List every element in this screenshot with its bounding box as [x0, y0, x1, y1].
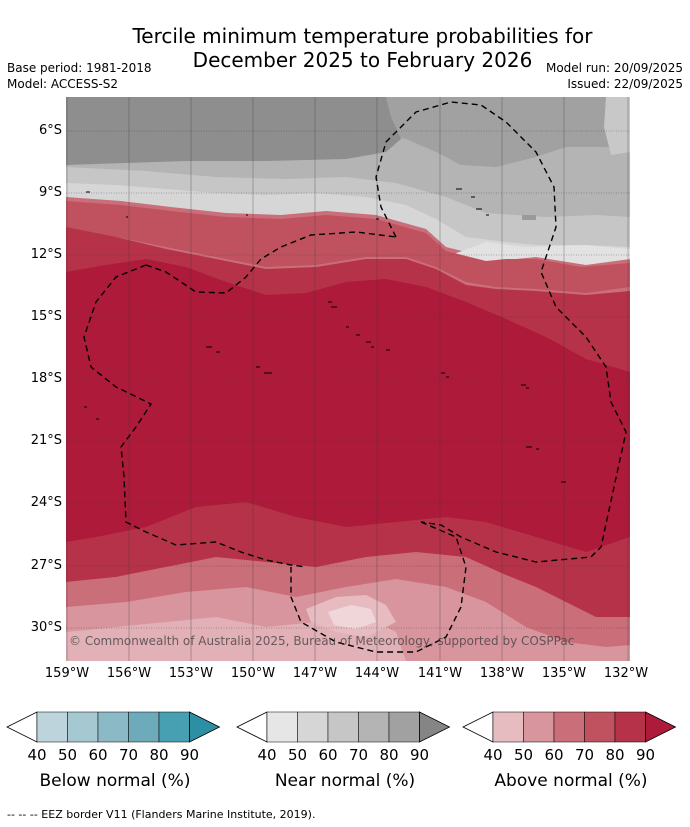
eez-borders — [83, 101, 627, 653]
colorbar-below-tick-40: 40 — [27, 746, 47, 764]
legend-title-near: Near normal (%) — [274, 771, 416, 791]
model-name: Model: ACCESS-S2 — [7, 77, 119, 91]
colorbar-above-bin-50 — [523, 711, 555, 743]
lat-label-9s: 9°S — [38, 185, 62, 200]
colorbar-below-bin-70 — [128, 711, 160, 743]
lat-label-18s: 18°S — [30, 371, 62, 386]
colorbar-below-tick-80: 80 — [149, 746, 169, 764]
colorbar-near-tick-40: 40 — [257, 746, 277, 764]
colorbar-near-tick-50: 50 — [287, 746, 308, 764]
colorbar-above-bin-40 — [492, 711, 524, 743]
legend-title-above: Above normal (%) — [494, 771, 648, 791]
lon-label-153w: 153°W — [168, 666, 214, 681]
colorbar-near-bin-50 — [297, 711, 329, 743]
colorbar-above-upper-extension — [645, 711, 677, 743]
lon-label-150w: 150°W — [230, 666, 276, 681]
colorbar-below-tick-90: 90 — [179, 746, 200, 764]
lat-label-6s: 6°S — [38, 123, 62, 138]
colorbar-below-lower-extension — [6, 711, 38, 743]
base-period: Base period: 1981-2018 — [7, 61, 152, 75]
colorbar-near-upper-extension — [419, 711, 451, 743]
legend-above-normal: 40 50 60 70 80 90 Above normal (%) — [462, 711, 680, 821]
colorbar-below — [6, 711, 221, 743]
eez-border-east — [375, 101, 627, 563]
colorbar-above-lower-extension — [462, 711, 494, 743]
eez-border-west — [83, 264, 307, 568]
lon-label-159w: 159°W — [44, 666, 90, 681]
colorbar-above-tick-60: 60 — [544, 746, 564, 764]
near-50-band — [446, 242, 630, 265]
colorbar-below-bin-50 — [67, 711, 99, 743]
map-area — [66, 97, 630, 661]
colorbar-near-bin-40 — [266, 711, 298, 743]
colorbar-near-lower-extension — [236, 711, 268, 743]
above-90-zone — [66, 259, 630, 552]
lon-label-141w: 141°W — [417, 666, 463, 681]
colorbar-near-tick-80: 80 — [379, 746, 399, 764]
colorbar-near — [236, 711, 451, 743]
lat-gridlines — [66, 130, 630, 629]
colorbar-above-bin-70 — [584, 711, 616, 743]
colorbar-above-tick-80: 80 — [605, 746, 625, 764]
lat-label-12s: 12°S — [30, 247, 62, 262]
above-light-patch — [328, 605, 376, 629]
lat-label-27s: 27°S — [30, 558, 62, 573]
lon-gridlines — [66, 97, 629, 661]
map-svg — [66, 97, 630, 661]
lon-label-147w: 147°W — [292, 666, 338, 681]
lat-label-15s: 15°S — [30, 309, 62, 324]
colorbar-above-tick-50: 50 — [513, 746, 534, 764]
map-title: Tercile minimum temperature probabilitie… — [0, 24, 690, 72]
near-60-corner — [604, 97, 630, 155]
meta-right: Model run: 20/09/2025 Issued: 22/09/2025 — [546, 60, 683, 92]
lon-label-135w: 135°W — [541, 666, 587, 681]
colorbar-above-bin-60 — [553, 711, 585, 743]
lon-label-156w: 156°W — [106, 666, 152, 681]
colorbar-near-bin-80 — [388, 711, 420, 743]
meta-left: Base period: 1981-2018 Model: ACCESS-S2 — [7, 60, 152, 92]
colorbar-below-upper-extension — [189, 711, 221, 743]
eez-border-north — [145, 231, 397, 294]
model-run: Model run: 20/09/2025 — [545, 61, 683, 75]
above-70-north — [66, 201, 630, 293]
eez-footnote: -- -- -- EEZ border V11 (Flanders Marine… — [7, 808, 316, 821]
title-line-2: December 2025 to February 2026 — [192, 48, 533, 72]
lon-label-138w: 138°W — [479, 666, 525, 681]
colorbar-near-tick-60: 60 — [318, 746, 338, 764]
colorbar-above-bin-80 — [614, 711, 646, 743]
colorbar-below-tick-60: 60 — [88, 746, 108, 764]
legend-near-normal: 40 50 60 70 80 90 Near normal (%) — [236, 711, 454, 821]
colorbar-near-bin-60 — [327, 711, 359, 743]
legend-title-below: Below normal (%) — [39, 771, 191, 791]
lon-label-144w: 144°W — [354, 666, 400, 681]
colorbar-near-bin-70 — [358, 711, 390, 743]
lat-label-30s: 30°S — [30, 620, 62, 635]
colorbar-near-tick-90: 90 — [409, 746, 430, 764]
colorbar-below-bin-40 — [36, 711, 68, 743]
colorbar-below-bin-80 — [158, 711, 190, 743]
lat-label-21s: 21°S — [30, 433, 62, 448]
colorbar-above-tick-40: 40 — [483, 746, 503, 764]
lon-label-132w: 132°W — [603, 666, 649, 681]
colorbar-above-tick-90: 90 — [635, 746, 656, 764]
issued-date: Issued: 22/09/2025 — [567, 77, 683, 91]
colorbar-below-tick-70: 70 — [118, 746, 139, 764]
colorbar-below-bin-60 — [97, 711, 129, 743]
colorbar-below-tick-50: 50 — [57, 746, 78, 764]
islands — [84, 188, 566, 483]
title-line-1: Tercile minimum temperature probabilitie… — [132, 24, 593, 48]
colorbar-above — [462, 711, 677, 743]
lat-label-24s: 24°S — [30, 495, 62, 510]
colorbar-above-tick-70: 70 — [574, 746, 595, 764]
legend-below-normal: 40 50 60 70 80 90 Below normal (%) — [6, 711, 224, 821]
colorbar-near-tick-70: 70 — [348, 746, 369, 764]
copyright-notice: © Commonwealth of Australia 2025, Bureau… — [69, 634, 575, 648]
